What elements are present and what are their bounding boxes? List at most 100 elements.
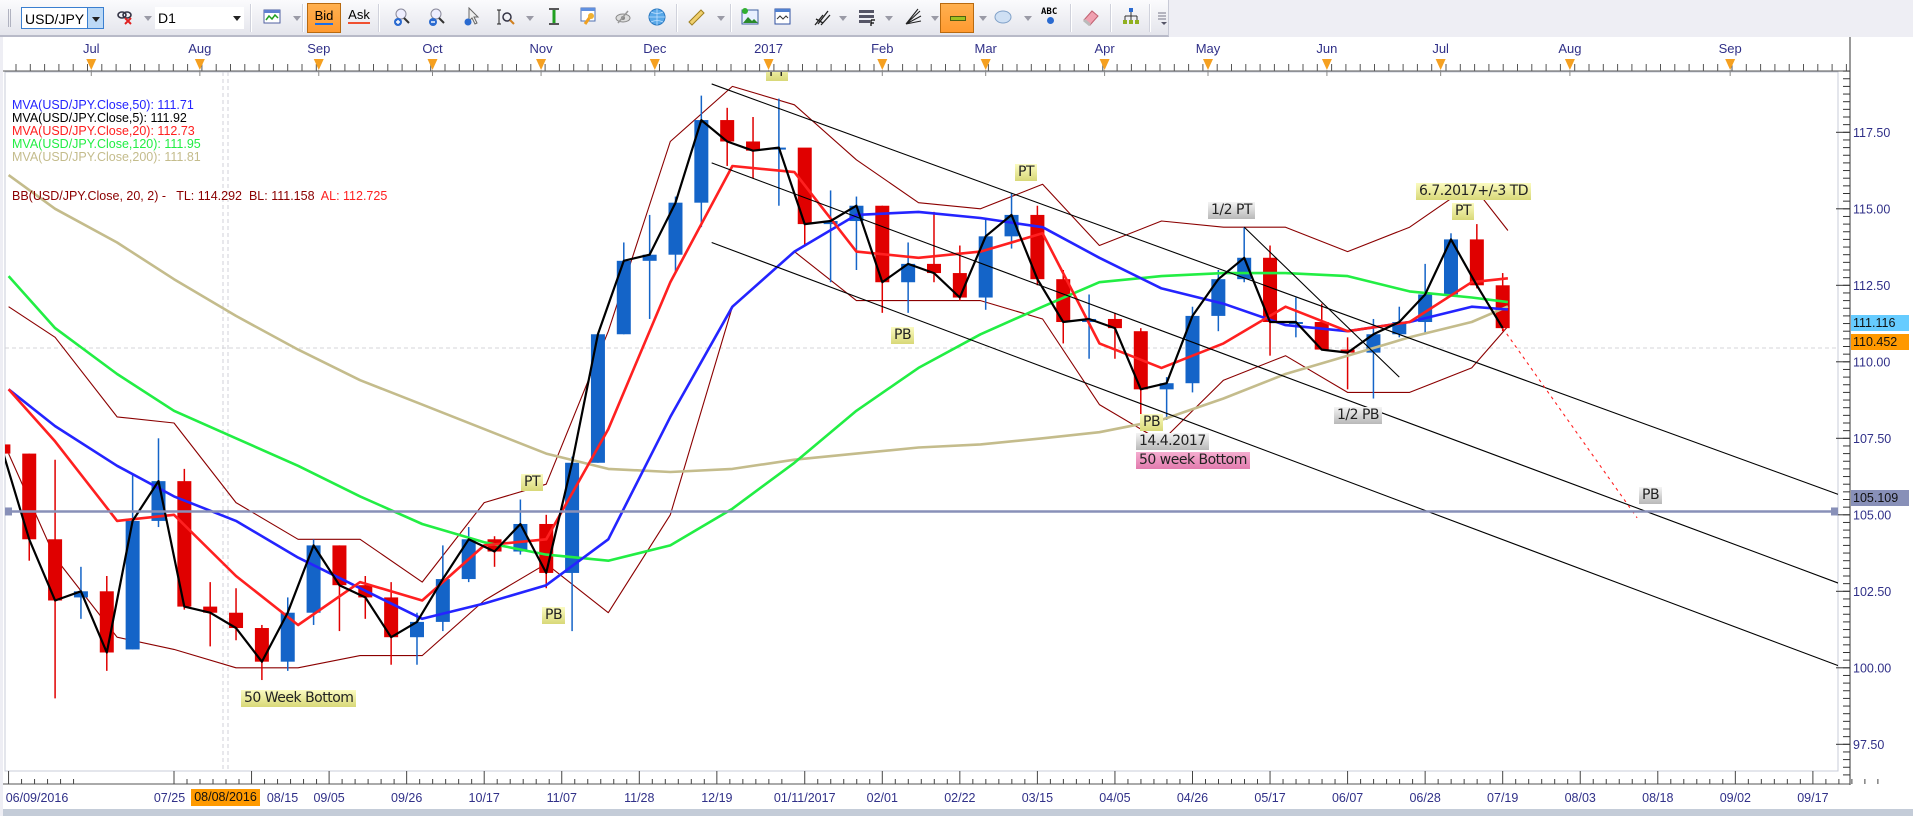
candle[interactable] [694,95,709,228]
line-button[interactable] [940,3,974,33]
trendline-channel-upper[interactable] [711,83,1844,496]
symbol-select[interactable]: USD/JPY [21,7,104,29]
fan-icon[interactable] [904,7,922,27]
ellipse-dropdown[interactable] [1023,7,1033,29]
annotation-pb[interactable]: PB [542,607,566,624]
candle[interactable] [1107,312,1122,359]
pitchfork-dropdown[interactable] [838,7,848,29]
candle[interactable] [1133,328,1148,420]
zoom-out-icon[interactable] [428,7,446,27]
candle[interactable] [1340,337,1355,390]
candle[interactable] [513,499,528,555]
ruler-dropdown[interactable] [716,7,726,29]
pitchfork-icon[interactable] [813,7,831,27]
candle[interactable] [22,453,37,561]
text-icon[interactable]: ABC [1041,7,1061,29]
annotation-pb[interactable]: PB [1140,414,1164,431]
trendline-channel-middle[interactable] [711,162,1844,585]
trendline-projection[interactable] [1502,327,1638,519]
candle[interactable] [125,475,140,650]
candle[interactable] [384,582,399,665]
chevron-down-icon[interactable] [87,8,103,28]
ellipse-icon[interactable] [994,7,1012,27]
fibonacci-icon[interactable] [858,7,876,27]
annotation-half-pt[interactable]: 1/2 PT [1208,202,1255,219]
month-marker-icon [313,59,324,70]
candle[interactable] [1314,303,1329,350]
hierarchy-icon[interactable] [1122,7,1140,27]
zoom-area-icon[interactable] [497,7,515,27]
globe-icon[interactable] [648,7,666,27]
unlink-icon[interactable] [116,7,134,27]
properties-icon[interactable] [580,7,598,27]
candle[interactable] [1030,205,1045,286]
candle[interactable] [280,597,295,671]
eye-icon[interactable] [614,7,632,27]
annotation-pt[interactable]: PT [521,474,543,491]
ruler-icon[interactable] [687,7,705,27]
annotation-pt[interactable]: PT [1452,203,1474,220]
candle[interactable] [590,334,605,463]
unlink-dropdown[interactable] [143,7,153,29]
chart-type-icon[interactable] [263,7,281,27]
candle[interactable] [177,468,192,610]
candle[interactable] [435,545,450,632]
candle[interactable] [875,205,890,313]
annotation-date[interactable]: 14.4.2017 [1136,433,1209,450]
fibonacci-dropdown[interactable] [884,7,894,29]
line-dropdown[interactable] [978,7,988,29]
candle[interactable] [48,459,63,699]
candle[interactable] [1263,245,1278,356]
top-time-axis[interactable] [3,37,1913,76]
candle[interactable] [1185,306,1200,393]
hline-handle-left[interactable] [5,507,12,516]
annotation-pt[interactable]: PT [766,72,788,81]
candle[interactable] [616,242,631,335]
add-image-icon[interactable] [741,7,759,27]
candle[interactable] [1443,233,1458,295]
overflow-icon[interactable] [1153,7,1167,27]
annotation-pb-target[interactable]: PB [1639,487,1663,504]
candle[interactable] [229,588,244,641]
chevron-down-icon[interactable] [229,7,244,29]
eraser-icon[interactable] [1081,7,1099,27]
annotation-50-week-bottom[interactable]: 50 Week Bottom [241,690,357,707]
fan-dropdown[interactable] [930,7,940,29]
toolbar-grip[interactable] [8,9,12,27]
chart-type-dropdown[interactable] [292,7,302,29]
candle[interactable] [1004,193,1019,249]
trendline-channel-lower[interactable] [711,241,1844,667]
candle[interactable] [901,242,916,313]
candle[interactable] [0,426,11,475]
vertical-cursor-icon[interactable] [545,7,563,27]
candle[interactable] [1056,270,1071,344]
bid-button[interactable]: Bid [307,3,341,33]
zoom-in-icon[interactable] [393,7,411,27]
candle[interactable] [823,190,838,283]
annotation-td-date[interactable]: 6.7.2017+/-3 TD [1416,183,1532,200]
candle[interactable] [926,211,941,283]
candle[interactable] [1082,294,1097,359]
window-icon[interactable] [774,7,792,27]
candle[interactable] [1469,224,1484,289]
timeframe-select[interactable]: D1 [155,7,244,29]
candle[interactable] [565,456,580,632]
candle[interactable] [668,196,683,274]
candle[interactable] [720,107,735,166]
annotation-pb[interactable]: PB [891,327,915,344]
horizontal-scrollbar[interactable] [3,809,1913,816]
hline-handle-right[interactable] [1831,507,1838,516]
candle[interactable] [797,147,812,246]
annotation-pt[interactable]: PT [1015,164,1037,181]
annotation-half-pb[interactable]: 1/2 PB [1334,407,1383,424]
candle[interactable] [1288,297,1303,338]
pointer-zoom-icon[interactable] [463,7,481,27]
candle[interactable] [642,214,657,319]
zoom-area-dropdown[interactable] [525,7,535,29]
trendline-short-trend[interactable] [1243,226,1400,378]
ask-button[interactable]: Ask [345,3,373,33]
candle[interactable] [203,582,218,647]
candle-body [1030,214,1045,280]
annotation-50-week-bottom[interactable]: 50 week Bottom [1136,452,1250,469]
